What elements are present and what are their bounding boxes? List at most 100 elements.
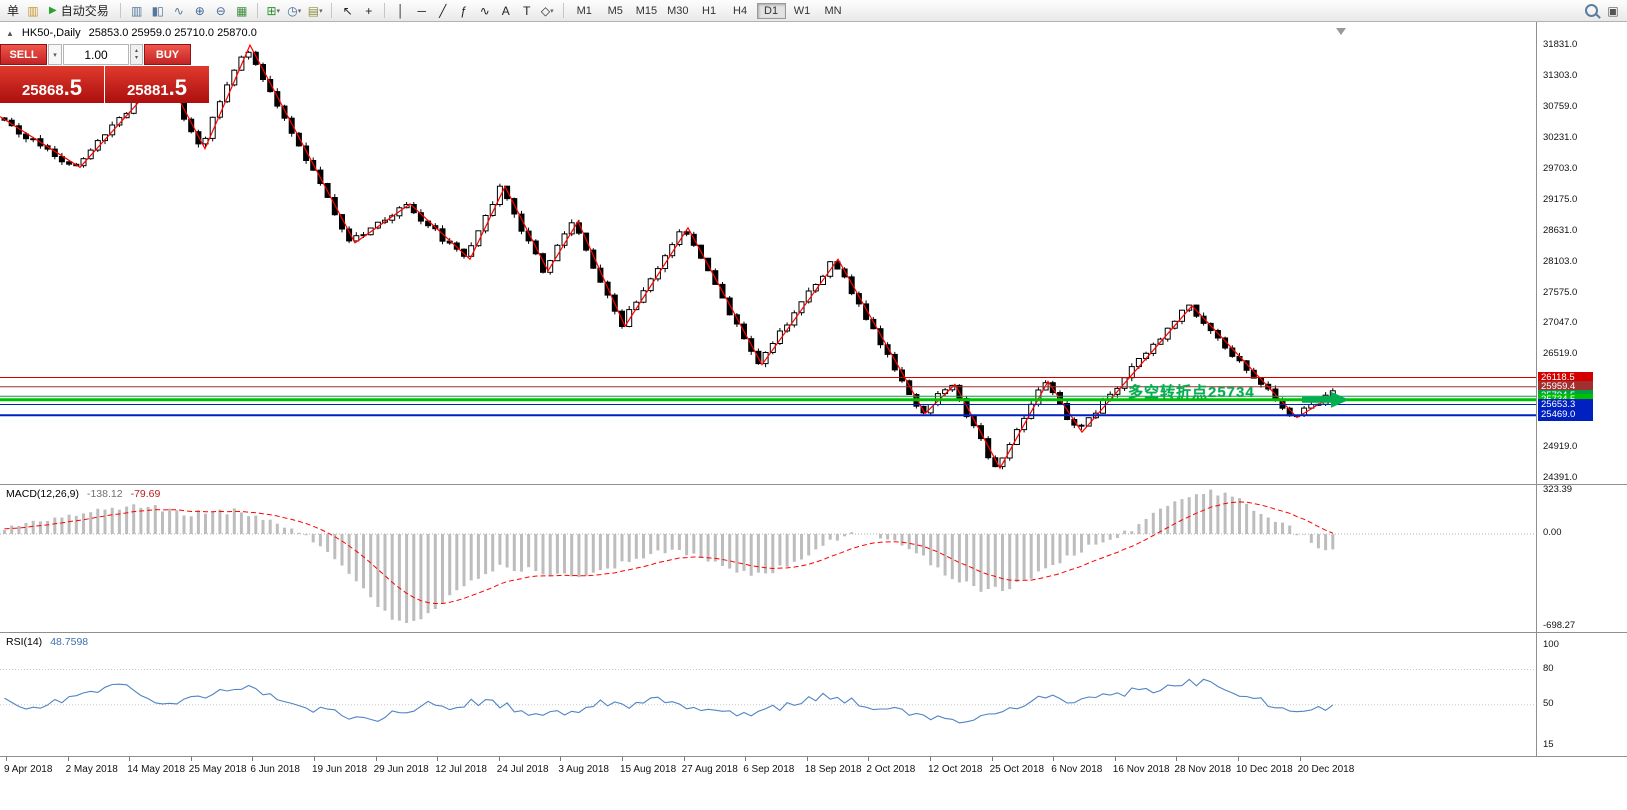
crosshair-icon[interactable]: + — [359, 2, 378, 20]
vertical-line-icon-glyph: │ — [396, 3, 404, 18]
date-tick — [622, 757, 623, 761]
date-tick — [498, 757, 500, 761]
caret-down-icon: ▾ — [276, 7, 281, 15]
crosshair-icon-glyph: + — [365, 3, 372, 18]
horizontal-price-lines[interactable] — [0, 377, 1536, 417]
new-window-icon-glyph: ▣ — [1607, 3, 1618, 18]
price-line-tag: 25959.4 — [1538, 380, 1593, 393]
horizontal-line-icon[interactable]: ─ — [412, 2, 431, 20]
date-tick — [1299, 757, 1301, 761]
price-chart-canvas[interactable] — [0, 22, 1537, 484]
date-axis-label: 14 May 2018 — [127, 764, 186, 775]
volume-spinner[interactable]: ▴ ▾ — [130, 44, 143, 65]
caret-down-icon: ▾ — [53, 51, 57, 59]
vertical-line-icon[interactable]: │ — [391, 2, 410, 20]
rsi-canvas[interactable] — [0, 633, 1537, 756]
sell-button[interactable]: SELL — [0, 44, 47, 65]
order-menu-label[interactable]: 单 — [7, 4, 20, 18]
date-axis-label: 20 Dec 2018 — [1297, 764, 1355, 775]
date-axis[interactable]: 9 Apr 2018 2 May 2018 14 May 2018 25 May 20… — [0, 756, 1627, 810]
buy-price-main: 25881 — [126, 81, 169, 99]
one-click-toggle-icon[interactable]: ▲ — [6, 28, 14, 38]
new-order-icon[interactable]: ▥ — [23, 2, 42, 20]
date-axis-label: 19 Jun 2018 — [312, 764, 368, 775]
cursor-icon-glyph: ↖ — [342, 3, 353, 18]
indicators-icon[interactable]: ⊞ ▾ — [264, 2, 283, 20]
price-chart-panel: ▲ HK50-,Daily 25853.0 25959.0 25710.0 25… — [0, 22, 1627, 484]
toolbar-separator — [119, 3, 121, 18]
trendline-icon[interactable]: ╱ — [433, 2, 452, 20]
timeframe-m15-button[interactable]: M15 — [635, 4, 658, 17]
tile-windows-icon[interactable]: ▦ — [232, 2, 251, 20]
macd-signal-line — [4, 501, 1333, 604]
line-chart-icon-glyph: ∿ — [173, 3, 184, 18]
periods-icon[interactable]: ◷ ▾ — [285, 2, 304, 20]
date-tick — [991, 757, 993, 761]
toolbar-separator — [383, 3, 385, 18]
macd-canvas[interactable] — [0, 485, 1537, 632]
shapes-icon[interactable]: ◇ ▾ — [538, 2, 557, 20]
date-axis-label: 6 Nov 2018 — [1051, 764, 1103, 775]
toolbar-separator — [562, 3, 564, 18]
timeframe-m5-button[interactable]: M5 — [607, 4, 623, 17]
date-axis-label: 6 Jun 2018 — [250, 764, 300, 775]
autotrade-button[interactable]: ▶ 自动交易 — [44, 1, 114, 20]
zoom-out-icon[interactable]: ⊖ — [211, 2, 230, 20]
buy-price-pips: .5 — [168, 75, 188, 101]
annotation-arrow-icon[interactable] — [1302, 391, 1349, 408]
chart-shift-marker[interactable] — [1336, 28, 1346, 35]
date-axis-label: 15 Aug 2018 — [620, 764, 677, 775]
sell-price[interactable]: 25868.5 — [0, 66, 104, 103]
price-axis[interactable]: 31831.0 31303.0 30759.0 30231.0 29703.0 29175… — [1536, 22, 1627, 756]
buy-button[interactable]: BUY — [144, 44, 191, 65]
buy-price[interactable]: 25881.5 — [105, 66, 209, 103]
date-tick — [190, 757, 192, 761]
volume-dropdown[interactable]: ▾ — [48, 44, 62, 65]
rsi-value: 48.7598 — [50, 636, 89, 648]
timeframe-mn-button[interactable]: MN — [824, 4, 842, 17]
text-icon[interactable]: A — [496, 2, 515, 20]
timeframe-m1-button[interactable]: M1 — [576, 4, 592, 17]
new-window-icon[interactable]: ▣ — [1603, 2, 1622, 20]
line-chart-icon[interactable]: ∿ — [169, 2, 188, 20]
bar-chart-icon-glyph: ▥ — [131, 3, 142, 18]
date-tick — [1053, 757, 1055, 761]
timeframe-h1-button[interactable]: H1 — [702, 4, 717, 17]
volume-input[interactable] — [63, 44, 129, 65]
timeframe-m30-button[interactable]: M30 — [667, 4, 689, 17]
rsi-axis-label: 15 — [1543, 739, 1554, 750]
date-axis-label: 25 Oct 2018 — [989, 764, 1045, 775]
sell-price-main: 25868 — [21, 81, 64, 99]
macd-name: MACD(12,26,9) — [6, 488, 79, 500]
tile-windows-icon-glyph: ▦ — [236, 3, 247, 18]
one-click-trading-panel: SELL ▾ ▴ ▾ BUY 25868.5 25881.5 — [0, 44, 210, 103]
search-icon[interactable] — [1582, 2, 1601, 20]
templates-icon[interactable]: ▤ ▾ — [306, 2, 325, 20]
date-axis-label: 18 Sep 2018 — [804, 764, 862, 775]
fibonacci-icon-glyph: ƒ — [460, 3, 467, 18]
sell-price-pips: .5 — [63, 75, 83, 101]
candles — [1, 50, 1336, 470]
symbol-period-label: HK50-,Daily — [21, 27, 81, 39]
price-axis-label: 28631.0 — [1543, 225, 1578, 237]
fibonacci-icon[interactable]: ƒ — [454, 2, 473, 20]
chart-annotation-text[interactable]: 多空转折点25734 — [1128, 383, 1255, 401]
autotrade-button-icon: ▶ — [49, 5, 57, 16]
cursor-icon[interactable]: ↖ — [338, 2, 357, 20]
macd-axis-label: 323.39 — [1543, 484, 1573, 495]
caret-down-icon: ▾ — [319, 7, 323, 15]
zoom-in-icon-glyph: ⊕ — [194, 3, 205, 18]
candlestick-chart-icon[interactable]: ▮▯ — [148, 2, 167, 20]
zoom-in-icon[interactable]: ⊕ — [190, 2, 209, 20]
timeframe-d1-button[interactable]: D1 — [756, 2, 786, 19]
timeframe-w1-button[interactable]: W1 — [793, 4, 811, 17]
trendline-icon-glyph: ╱ — [439, 3, 446, 18]
timeframe-h4-button[interactable]: H4 — [733, 4, 748, 17]
text-label-icon[interactable]: T — [517, 2, 536, 20]
waves-icon[interactable]: ∿ — [475, 2, 494, 20]
bar-chart-icon[interactable]: ▥ — [127, 2, 146, 20]
rsi-axis-label: 50 — [1543, 697, 1554, 709]
rsi-axis-label: 100 — [1543, 639, 1559, 650]
date-axis-label: 2 May 2018 — [65, 764, 118, 775]
